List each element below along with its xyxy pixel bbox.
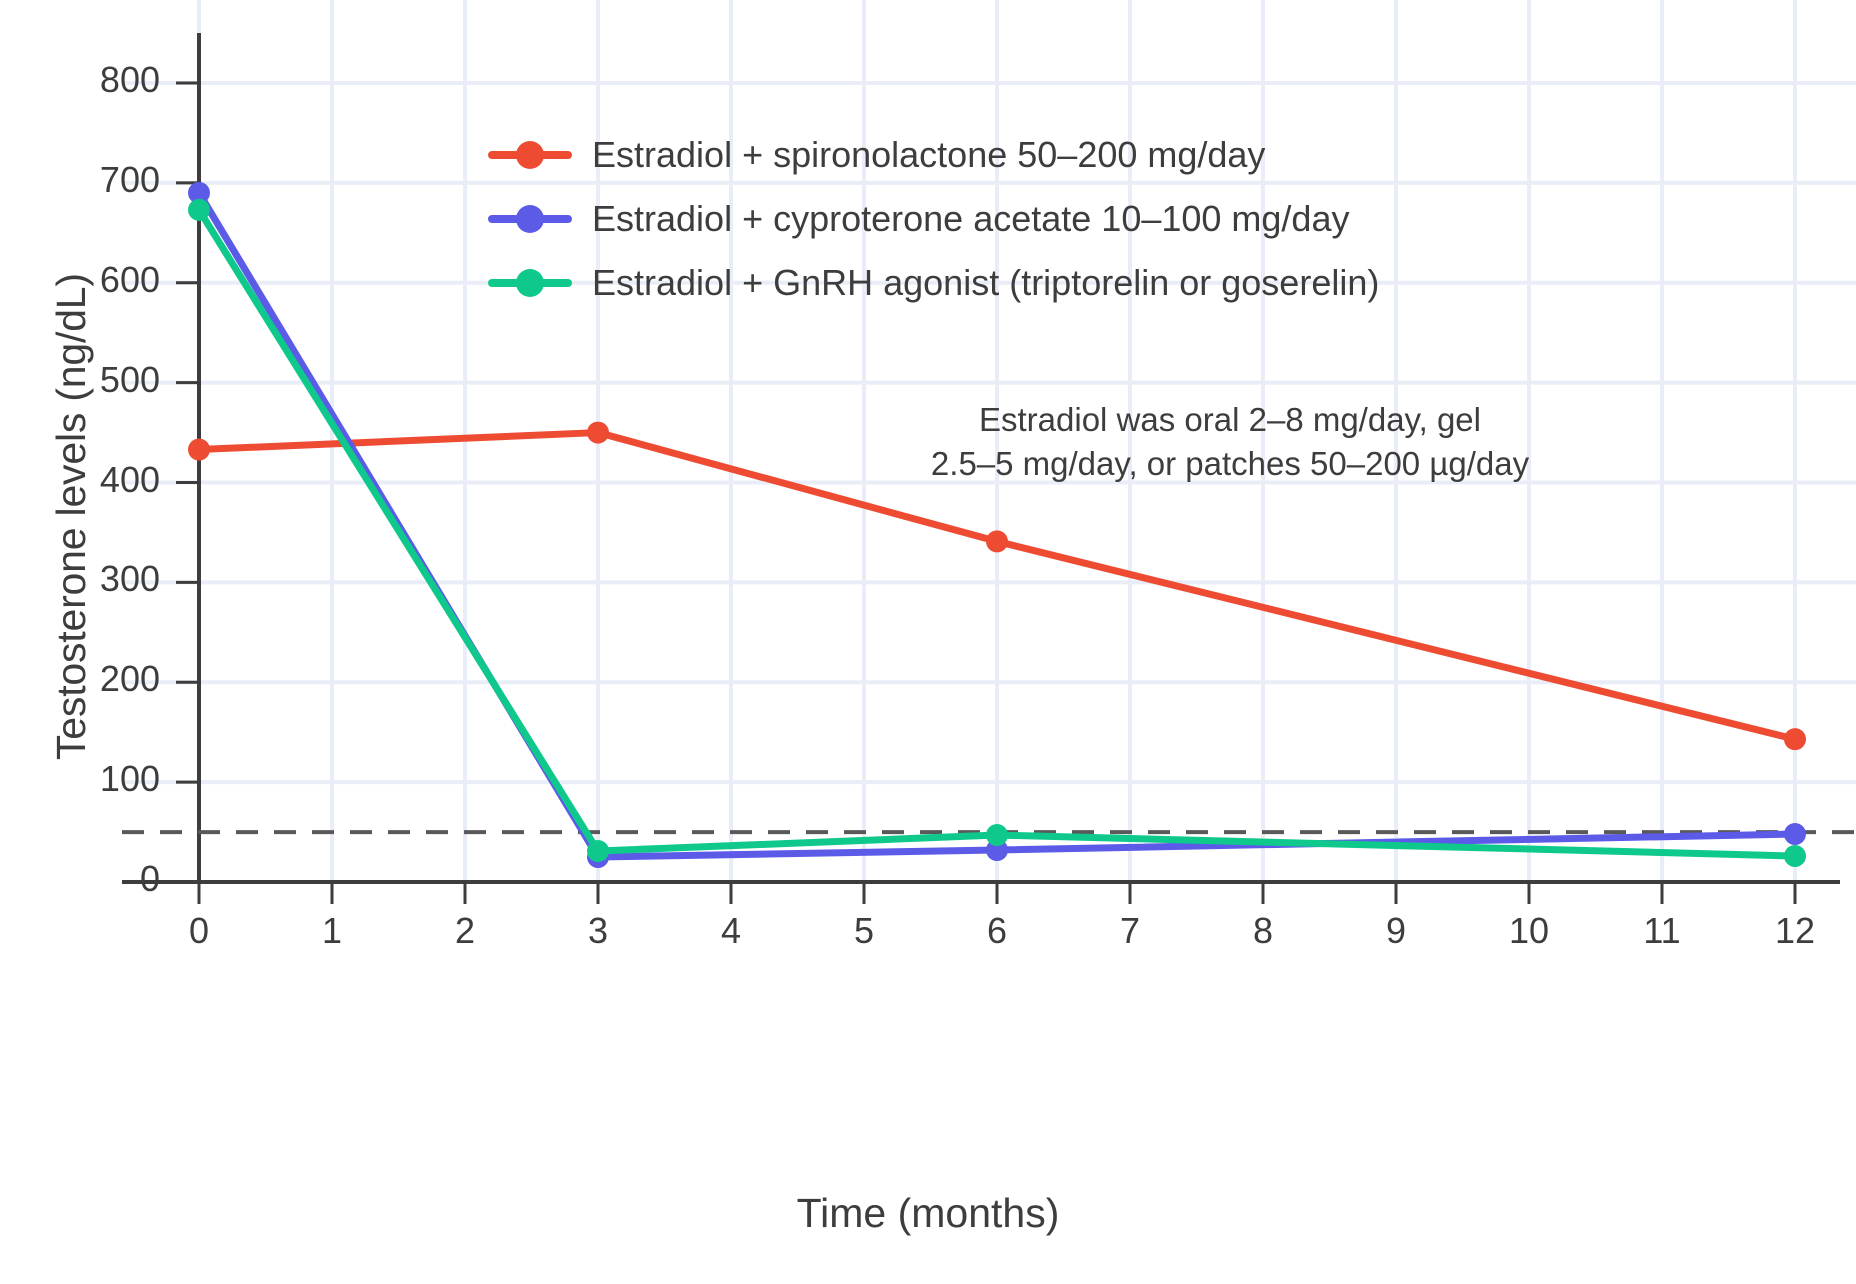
legend-item-2[interactable]: Estradiol + GnRH agonist (triptorelin or… (488, 263, 1379, 303)
data-point (587, 421, 609, 444)
x-tick-label: 5 (853, 910, 875, 951)
x-tick-label: 1 (321, 910, 343, 951)
legend-label-0: Estradiol + spironolactone 50–200 mg/day (592, 134, 1266, 175)
legend-swatch-icon-2 (488, 269, 572, 297)
y-tick-label: 200 (99, 658, 160, 700)
x-tick-label: 10 (1508, 910, 1550, 951)
legend-dot-2 (516, 269, 544, 297)
x-tick-label: 3 (587, 910, 609, 951)
chart-annotation: Estradiol was oral 2–8 mg/day, gel 2.5–5… (900, 398, 1560, 486)
legend-label-1: Estradiol + cyproterone acetate 10–100 m… (592, 198, 1350, 239)
y-tick-label: 300 (99, 558, 160, 600)
y-tick-label: 400 (99, 458, 160, 500)
data-point (986, 530, 1008, 553)
x-tick-label: 0 (188, 910, 210, 951)
x-tick-label: 4 (720, 910, 742, 951)
legend-dot-1 (516, 205, 544, 233)
data-point (188, 181, 210, 204)
x-tick-label: 2 (454, 910, 476, 951)
y-tick-label: 100 (99, 758, 160, 800)
y-tick-label: 700 (99, 158, 160, 200)
data-point (1784, 845, 1806, 868)
data-point (1784, 823, 1806, 846)
y-tick-label: 0 (139, 858, 160, 899)
series-lines (195, 189, 1799, 861)
y-tick-label: 800 (99, 59, 160, 100)
legend-swatch-icon-1 (488, 205, 572, 233)
x-axis-title: Time (months) (796, 1190, 1060, 1236)
y-tick-label: 600 (99, 258, 160, 300)
legend-item-0[interactable]: Estradiol + spironolactone 50–200 mg/day (488, 135, 1265, 175)
annotation-line-2: 2.5–5 mg/day, or patches 50–200 µg/day (930, 444, 1530, 482)
annotation-line-1: Estradiol was oral 2–8 mg/day, gel (979, 401, 1481, 438)
series-line-0 (195, 429, 1799, 743)
series-markers (188, 181, 1806, 869)
gridlines (122, 0, 1856, 882)
data-point (1784, 728, 1806, 751)
y-tick-label: 500 (99, 358, 160, 400)
data-point (587, 840, 609, 863)
data-point (986, 824, 1008, 847)
x-tick-label: 9 (1385, 910, 1407, 951)
data-point (188, 198, 210, 221)
y-axis-title: Testosterone levels (ng/dL) (48, 273, 94, 760)
x-tick-label: 11 (1643, 910, 1681, 951)
series-line-2 (195, 206, 1799, 860)
x-tick-label: 7 (1119, 910, 1141, 951)
legend-label-2: Estradiol + GnRH agonist (triptorelin or… (592, 262, 1380, 303)
data-point (188, 438, 210, 461)
legend-item-1[interactable]: Estradiol + cyproterone acetate 10–100 m… (488, 199, 1349, 239)
legend-swatch-icon-0 (488, 141, 572, 169)
x-tick-label: 8 (1252, 910, 1274, 951)
x-tick-label: 6 (986, 910, 1008, 951)
x-tick-label: 12 (1774, 910, 1816, 951)
legend-dot-0 (516, 141, 544, 169)
